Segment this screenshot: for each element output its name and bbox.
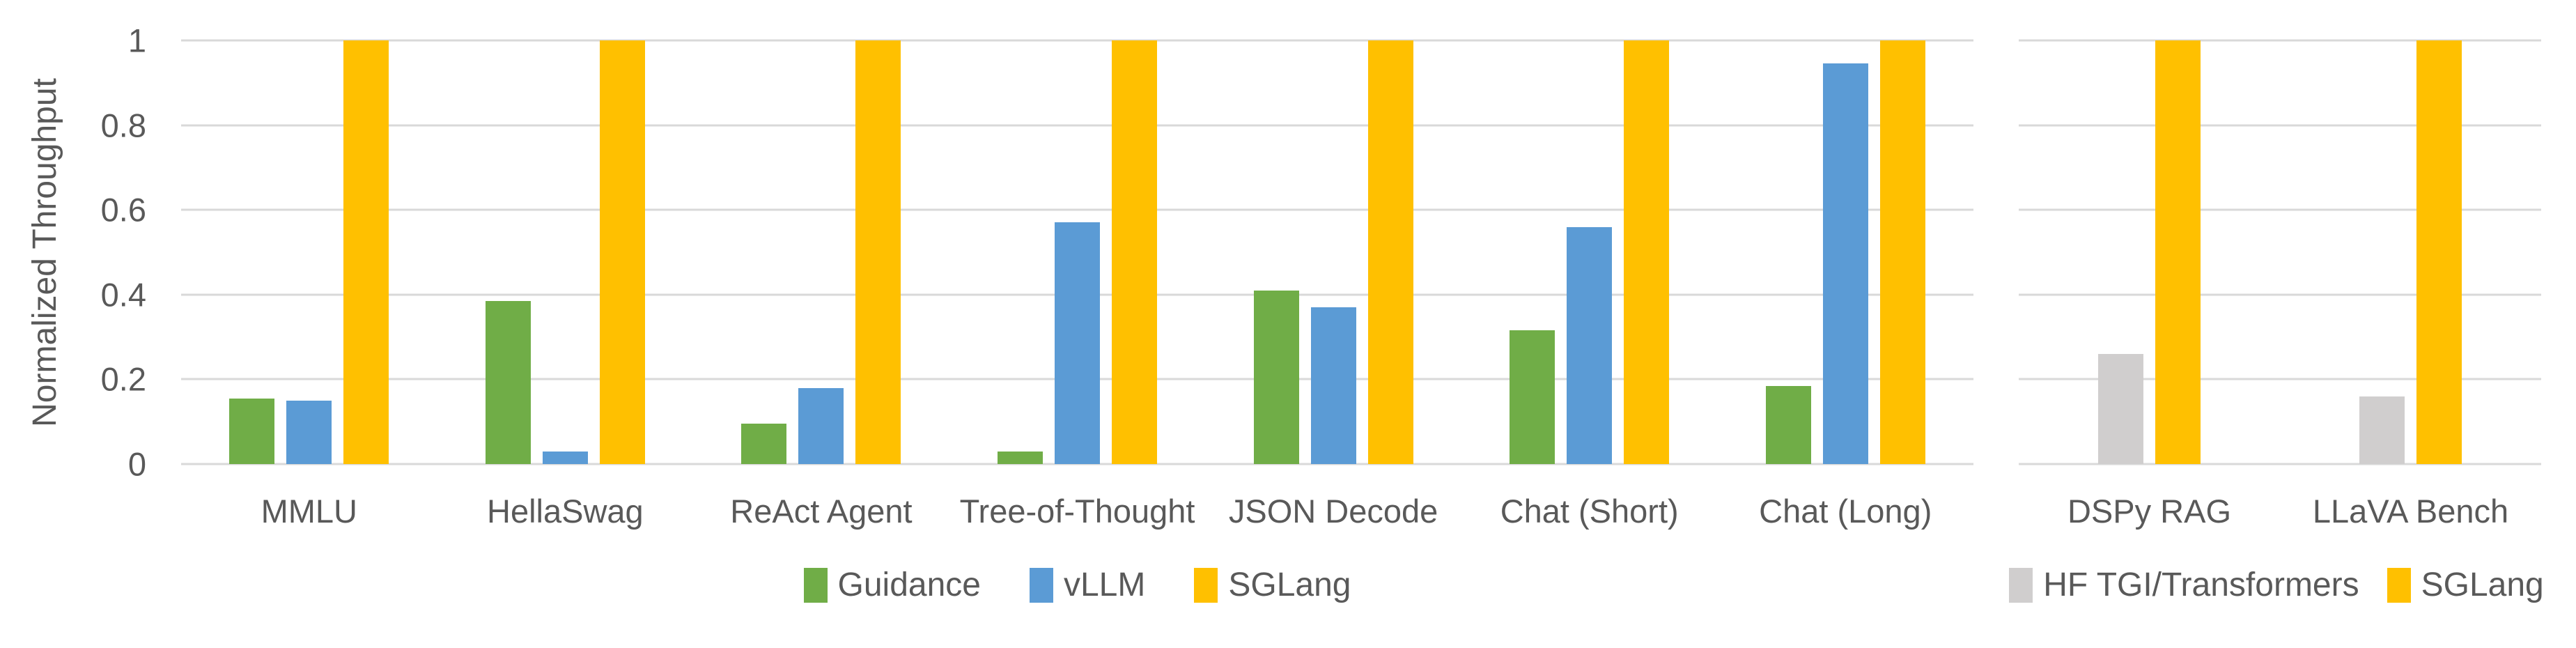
bar-guidance-json-decode: [1253, 290, 1299, 464]
bar-group-llava-bench: [2280, 40, 2541, 464]
y-tick-label-0-2: 0.2: [100, 360, 146, 398]
y-tick-label-0-4: 0.4: [100, 276, 146, 314]
bar-vllm-hellaswag: [542, 451, 588, 464]
legend-item-hf-tgi-transformers: HF TGI/Transformers: [2009, 566, 2359, 604]
y-tick-label-0-8: 0.8: [100, 107, 146, 144]
bar-sglang-hellaswag: [599, 40, 645, 464]
bar-group-hellaswag: [437, 40, 694, 464]
y-tick-label-0-6: 0.6: [100, 191, 146, 229]
legend-item-sglang: SGLang: [2387, 566, 2544, 604]
y-axis-tick-labels: 1 0.8 0.6 0.4 0.2 0: [0, 24, 146, 481]
bar-vllm-tree-of-thought: [1055, 222, 1101, 464]
legend-item-guidance: Guidance: [803, 566, 981, 604]
bar-sglang-mmlu: [343, 40, 389, 464]
legend-swatch-vllm: [1029, 567, 1053, 603]
legend-swatch-sglang: [1194, 567, 1218, 603]
category-label-dspy-rag: DSPy RAG: [2067, 493, 2232, 530]
category-label-tree-of-thought: Tree-of-Thought: [959, 493, 1195, 530]
bar-sglang-json-decode: [1367, 40, 1413, 464]
bar-sglang-llava-bench: [2416, 40, 2462, 464]
bar-guidance-mmlu: [229, 398, 275, 464]
bar-guidance-tree-of-thought: [998, 451, 1043, 464]
right-chart-category-labels: DSPy RAG LLaVA Bench: [2019, 492, 2541, 530]
gridline: [2019, 39, 2541, 42]
bar-hf-tgi-transformers-dspy-rag: [2098, 353, 2143, 464]
bar-group-dspy-rag: [2019, 40, 2280, 464]
y-tick-label-0: 0: [127, 445, 146, 483]
right-chart-legend: HF TGI/Transformers SGLang: [1991, 566, 2562, 604]
bar-hf-tgi-transformers-llava-bench: [2359, 396, 2405, 464]
bar-guidance-hellaswag: [485, 300, 531, 464]
legend-label-sglang: SGLang: [2421, 566, 2544, 603]
legend-label-vllm: vLLM: [1063, 566, 1146, 603]
category-label-mmlu: MMLU: [261, 493, 357, 530]
legend-label-hf-tgi-transformers: HF TGI/Transformers: [2043, 566, 2359, 603]
legend-swatch-hf-tgi-transformers: [2009, 567, 2033, 603]
gridline: [2019, 208, 2541, 211]
category-label-chat-long: Chat (Long): [1759, 493, 1932, 530]
legend-label-guidance: Guidance: [837, 566, 981, 603]
left-chart-legend: Guidance vLLM SGLang: [181, 566, 1973, 604]
bar-groups: [181, 40, 1973, 464]
gridline: [2019, 293, 2541, 296]
bar-vllm-chat-long: [1822, 63, 1868, 464]
legend-item-sglang: SGLang: [1194, 566, 1351, 604]
y-tick-label-1: 1: [127, 22, 146, 59]
bar-vllm-react-agent: [798, 387, 844, 464]
gridline: [2019, 463, 2541, 465]
bar-group-chat-long: [1717, 40, 1973, 464]
bar-group-chat-short: [1461, 40, 1718, 464]
left-chart-plot-area: [181, 39, 1973, 465]
category-label-hellaswag: HellaSwag: [487, 493, 644, 530]
bar-group-json-decode: [1205, 40, 1461, 464]
bar-group-react-agent: [693, 40, 949, 464]
bar-vllm-mmlu: [286, 400, 332, 464]
gridline: [181, 39, 1973, 42]
bar-guidance-chat-long: [1765, 385, 1811, 464]
bar-vllm-json-decode: [1310, 307, 1356, 464]
bar-sglang-tree-of-thought: [1112, 40, 1158, 464]
bar-guidance-chat-short: [1510, 330, 1555, 464]
left-chart-category-labels: MMLU HellaSwag ReAct Agent Tree-of-Thought J…: [181, 492, 1973, 530]
bar-groups: [2019, 40, 2541, 464]
category-label-json-decode: JSON Decode: [1228, 493, 1438, 530]
bar-sglang-chat-long: [1879, 40, 1925, 464]
bar-vllm-chat-short: [1567, 226, 1613, 464]
bar-sglang-react-agent: [855, 40, 901, 464]
category-label-react-agent: ReAct Agent: [730, 493, 913, 530]
category-label-chat-short: Chat (Short): [1500, 493, 1679, 530]
right-chart-plot-area: [2019, 39, 2541, 465]
bar-group-mmlu: [181, 40, 437, 464]
category-label-llava-bench: LLaVA Bench: [2312, 493, 2509, 530]
bar-sglang-chat-short: [1624, 40, 1670, 464]
bar-group-tree-of-thought: [949, 40, 1206, 464]
bar-guidance-react-agent: [741, 424, 787, 464]
legend-swatch-guidance: [803, 567, 828, 603]
gridline: [181, 463, 1973, 465]
bar-sglang-dspy-rag: [2155, 40, 2201, 464]
gridline: [181, 124, 1973, 127]
legend-swatch-sglang: [2387, 567, 2411, 603]
gridline: [181, 208, 1973, 211]
legend-label-sglang: SGLang: [1228, 566, 1351, 603]
gridline: [2019, 378, 2541, 380]
legend-item-vllm: vLLM: [1029, 566, 1146, 604]
gridline: [2019, 124, 2541, 127]
